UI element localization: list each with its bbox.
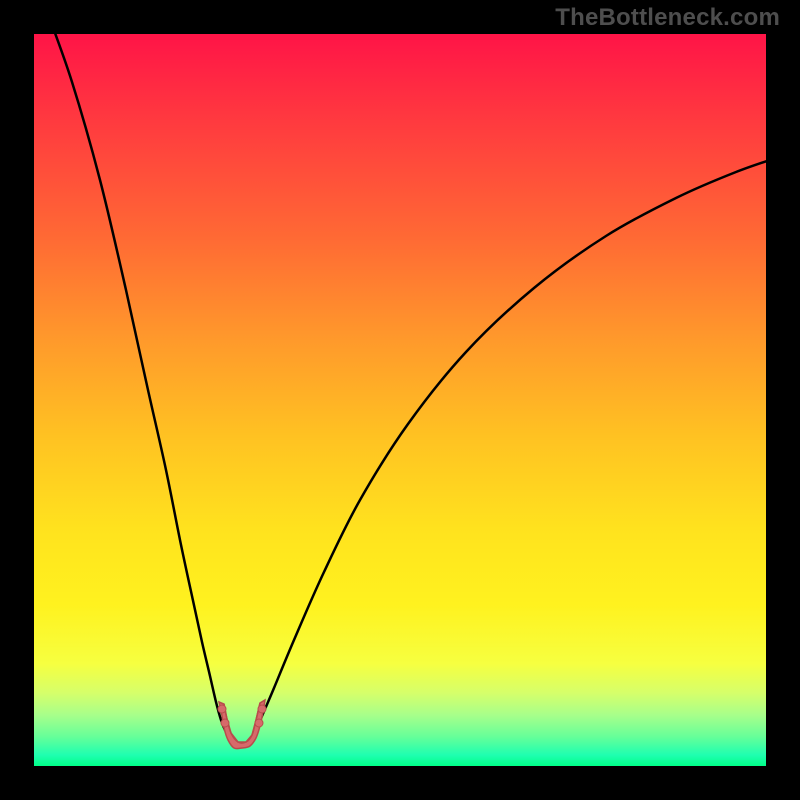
watermark-text: TheBottleneck.com (555, 4, 780, 32)
plot-gradient-background (34, 34, 766, 766)
marker-knob (255, 719, 263, 727)
marker-knob (258, 705, 266, 713)
bottleneck-curve-chart (0, 0, 800, 800)
marker-knob (221, 719, 229, 727)
marker-knob (218, 705, 226, 713)
